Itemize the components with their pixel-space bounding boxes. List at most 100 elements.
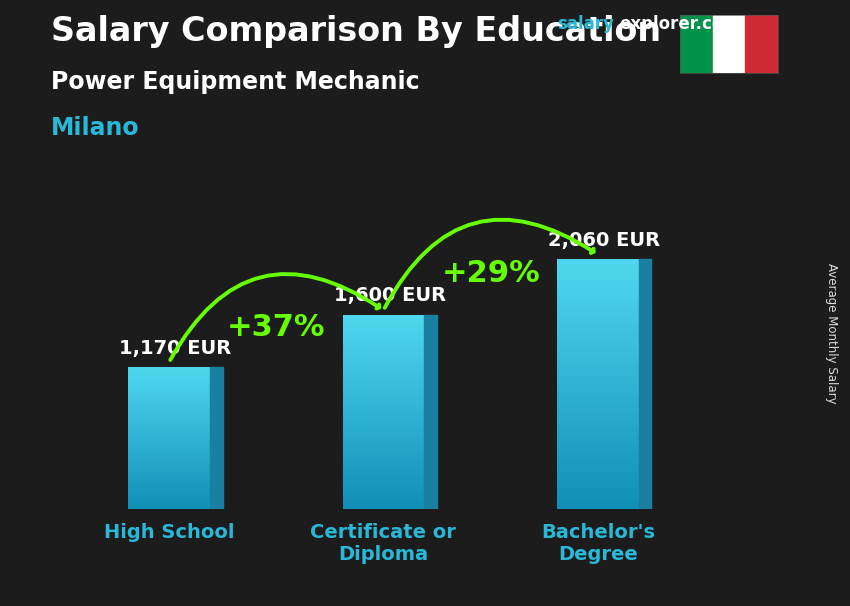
Bar bbox=[128, 396, 210, 398]
Bar bbox=[557, 401, 638, 405]
Bar bbox=[557, 413, 638, 418]
Bar bbox=[343, 425, 424, 428]
Bar bbox=[128, 438, 210, 441]
Bar bbox=[343, 451, 424, 454]
Bar bbox=[557, 359, 638, 364]
Bar bbox=[343, 428, 424, 431]
Bar bbox=[128, 495, 210, 497]
Bar bbox=[343, 335, 424, 338]
Bar bbox=[128, 424, 210, 427]
Bar bbox=[343, 370, 424, 373]
Bar bbox=[680, 15, 712, 73]
Bar bbox=[128, 488, 210, 490]
Bar bbox=[557, 447, 638, 451]
Bar bbox=[557, 442, 638, 447]
Bar bbox=[128, 415, 210, 417]
Bar bbox=[128, 417, 210, 419]
Bar bbox=[343, 405, 424, 409]
Bar bbox=[557, 338, 638, 342]
Bar bbox=[128, 381, 210, 384]
Bar bbox=[343, 354, 424, 357]
Bar bbox=[557, 459, 638, 463]
Bar bbox=[557, 342, 638, 347]
Bar bbox=[343, 483, 424, 487]
Bar bbox=[557, 476, 638, 480]
Bar bbox=[128, 471, 210, 474]
Bar bbox=[343, 448, 424, 451]
Bar bbox=[128, 401, 210, 402]
Bar bbox=[557, 422, 638, 426]
Text: Milano: Milano bbox=[51, 116, 139, 141]
Bar bbox=[128, 464, 210, 467]
Bar bbox=[343, 441, 424, 444]
Bar bbox=[128, 454, 210, 457]
Bar bbox=[128, 457, 210, 459]
Bar bbox=[557, 376, 638, 380]
Bar bbox=[128, 370, 210, 372]
Bar bbox=[128, 462, 210, 464]
Bar bbox=[557, 467, 638, 471]
Bar bbox=[343, 373, 424, 376]
Bar bbox=[343, 473, 424, 477]
Bar bbox=[343, 322, 424, 325]
Bar bbox=[343, 367, 424, 370]
Bar bbox=[128, 391, 210, 393]
Bar bbox=[128, 481, 210, 483]
Bar bbox=[128, 375, 210, 377]
Bar bbox=[128, 443, 210, 445]
Polygon shape bbox=[210, 367, 223, 509]
Bar bbox=[343, 412, 424, 415]
Bar bbox=[128, 379, 210, 381]
Bar bbox=[557, 505, 638, 509]
Bar bbox=[343, 502, 424, 506]
Bar bbox=[343, 361, 424, 364]
Bar bbox=[128, 372, 210, 375]
Bar bbox=[128, 402, 210, 405]
Text: salary: salary bbox=[557, 15, 614, 33]
Bar bbox=[557, 409, 638, 413]
Bar bbox=[128, 436, 210, 438]
Bar bbox=[128, 474, 210, 476]
Polygon shape bbox=[424, 315, 437, 509]
Bar bbox=[343, 402, 424, 405]
Bar bbox=[128, 476, 210, 478]
Bar bbox=[557, 326, 638, 330]
Bar bbox=[128, 412, 210, 415]
Bar bbox=[557, 380, 638, 384]
Bar bbox=[557, 368, 638, 371]
Bar bbox=[557, 318, 638, 322]
Bar bbox=[557, 480, 638, 484]
Text: +37%: +37% bbox=[227, 313, 326, 342]
Bar bbox=[128, 388, 210, 391]
Text: 1,600 EUR: 1,600 EUR bbox=[334, 287, 446, 305]
Bar bbox=[557, 272, 638, 276]
Text: 2,060 EUR: 2,060 EUR bbox=[548, 231, 660, 250]
Bar bbox=[343, 435, 424, 438]
Bar bbox=[557, 351, 638, 355]
Bar bbox=[343, 464, 424, 467]
Bar bbox=[343, 506, 424, 509]
Bar bbox=[128, 497, 210, 499]
Bar bbox=[343, 487, 424, 490]
Bar bbox=[128, 398, 210, 401]
Bar bbox=[128, 507, 210, 509]
Bar bbox=[128, 452, 210, 454]
Bar bbox=[557, 371, 638, 376]
Bar bbox=[557, 501, 638, 505]
Bar bbox=[343, 331, 424, 335]
Bar bbox=[557, 397, 638, 401]
Bar bbox=[128, 504, 210, 507]
Bar bbox=[343, 415, 424, 419]
Bar bbox=[128, 459, 210, 462]
Bar bbox=[557, 355, 638, 359]
Bar bbox=[343, 318, 424, 322]
Bar bbox=[557, 364, 638, 368]
Bar bbox=[557, 496, 638, 501]
Bar bbox=[343, 325, 424, 328]
Bar bbox=[557, 484, 638, 488]
Bar bbox=[128, 448, 210, 450]
Bar bbox=[557, 493, 638, 496]
Bar bbox=[128, 499, 210, 502]
Bar bbox=[128, 410, 210, 412]
Bar bbox=[128, 433, 210, 436]
